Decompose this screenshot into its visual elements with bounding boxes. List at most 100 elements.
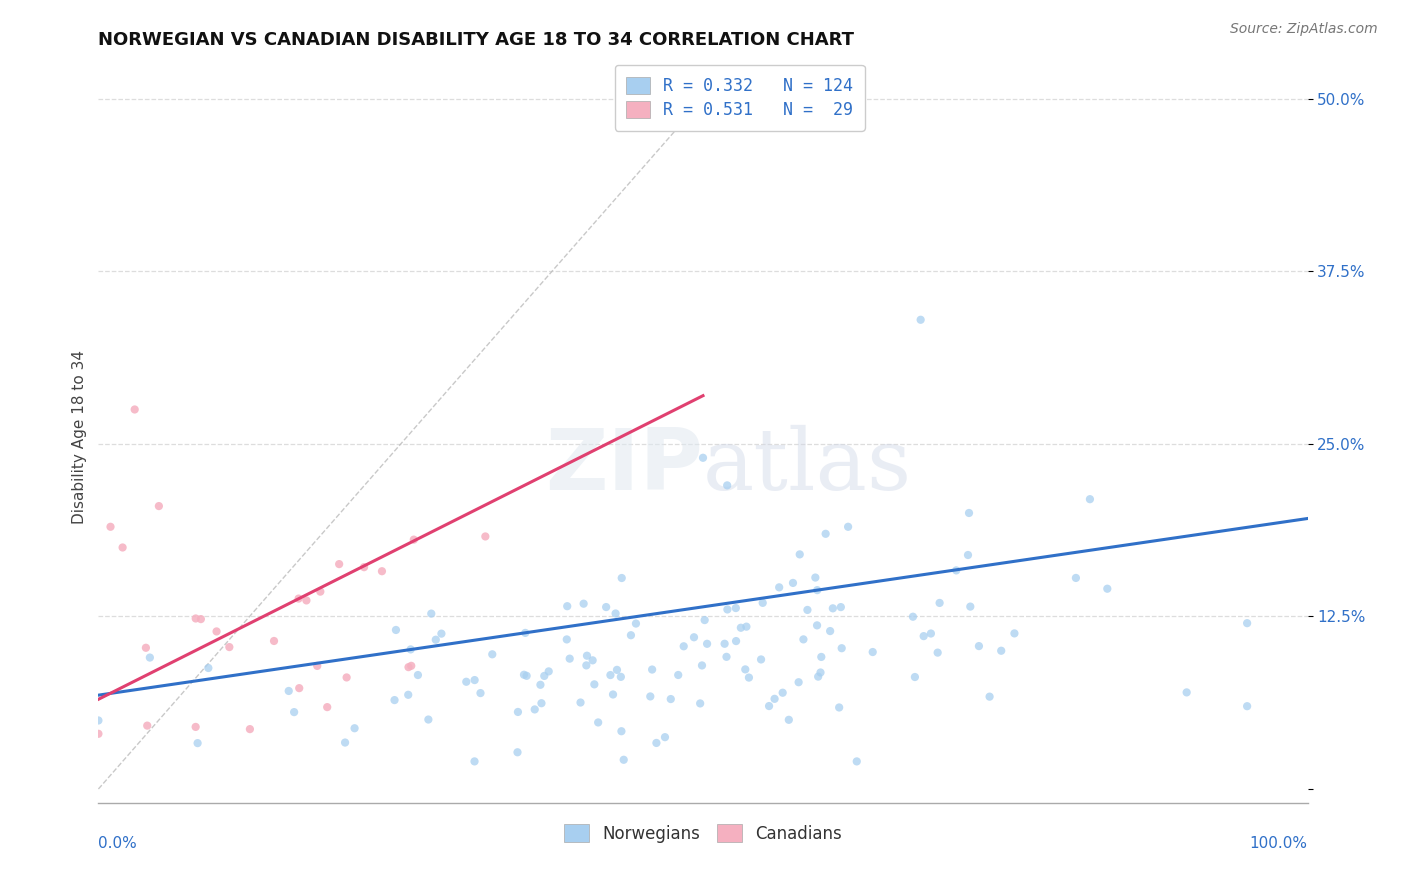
Point: [845, 755, 868, 769]
Point: [456, 674, 478, 689]
Point: [569, 696, 592, 710]
Point: [828, 700, 851, 714]
Point: [139, 650, 162, 665]
Point: [837, 520, 859, 534]
Point: [735, 620, 758, 634]
Point: [307, 659, 329, 673]
Point: [605, 607, 627, 621]
Point: [927, 646, 949, 660]
Point: [353, 560, 375, 574]
Point: [197, 661, 219, 675]
Point: [862, 645, 884, 659]
Point: [463, 755, 485, 769]
Point: [904, 670, 927, 684]
Point: [283, 705, 305, 719]
Point: [184, 720, 207, 734]
Point: [749, 652, 772, 666]
Point: [789, 548, 811, 562]
Point: [100, 520, 122, 534]
Text: 100.0%: 100.0%: [1250, 836, 1308, 851]
Point: [693, 613, 716, 627]
Point: [87, 714, 110, 728]
Point: [666, 668, 689, 682]
Point: [945, 563, 967, 577]
Point: [692, 450, 714, 465]
Point: [583, 677, 606, 691]
Point: [530, 696, 553, 710]
Point: [595, 600, 617, 615]
Point: [295, 593, 318, 607]
Point: [575, 658, 598, 673]
Point: [263, 634, 285, 648]
Point: [343, 721, 366, 735]
Point: [398, 660, 420, 674]
Point: [575, 648, 598, 663]
Point: [928, 596, 950, 610]
Point: [818, 624, 841, 638]
Point: [555, 632, 578, 647]
Point: [136, 718, 159, 732]
Point: [787, 675, 810, 690]
Point: [782, 576, 804, 591]
Point: [555, 599, 578, 614]
Point: [619, 105, 641, 120]
Text: atlas: atlas: [703, 425, 912, 508]
Point: [620, 628, 643, 642]
Legend: Norwegians, Canadians: Norwegians, Canadians: [557, 818, 849, 849]
Point: [778, 713, 800, 727]
Point: [910, 312, 932, 326]
Point: [763, 691, 786, 706]
Point: [696, 637, 718, 651]
Point: [810, 649, 832, 664]
Point: [804, 570, 827, 584]
Point: [640, 690, 662, 704]
Point: [821, 601, 844, 615]
Point: [683, 630, 706, 644]
Point: [1236, 699, 1258, 714]
Point: [624, 616, 647, 631]
Point: [796, 603, 818, 617]
Point: [558, 651, 581, 665]
Text: Source: ZipAtlas.com: Source: ZipAtlas.com: [1230, 22, 1378, 37]
Point: [336, 670, 359, 684]
Point: [399, 658, 422, 673]
Point: [610, 724, 633, 739]
Point: [912, 629, 935, 643]
Point: [830, 600, 852, 615]
Point: [572, 597, 595, 611]
Point: [901, 609, 924, 624]
Point: [610, 670, 633, 684]
Point: [645, 736, 668, 750]
Point: [792, 632, 814, 647]
Point: [516, 669, 538, 683]
Point: [582, 653, 605, 667]
Point: [384, 693, 406, 707]
Point: [814, 526, 837, 541]
Point: [920, 626, 942, 640]
Point: [513, 667, 536, 681]
Point: [1097, 582, 1119, 596]
Point: [758, 699, 780, 714]
Point: [806, 618, 828, 632]
Point: [515, 626, 537, 640]
Point: [602, 688, 624, 702]
Point: [328, 557, 350, 571]
Point: [979, 690, 1001, 704]
Point: [586, 715, 609, 730]
Point: [716, 602, 738, 616]
Point: [734, 662, 756, 676]
Point: [402, 533, 425, 547]
Point: [725, 634, 748, 648]
Point: [654, 730, 676, 744]
Text: 0.0%: 0.0%: [98, 836, 138, 851]
Point: [187, 736, 209, 750]
Point: [772, 686, 794, 700]
Point: [1078, 492, 1101, 507]
Point: [716, 649, 738, 664]
Point: [641, 663, 664, 677]
Point: [288, 681, 311, 695]
Point: [418, 713, 440, 727]
Point: [309, 584, 332, 599]
Point: [425, 632, 447, 647]
Point: [690, 658, 713, 673]
